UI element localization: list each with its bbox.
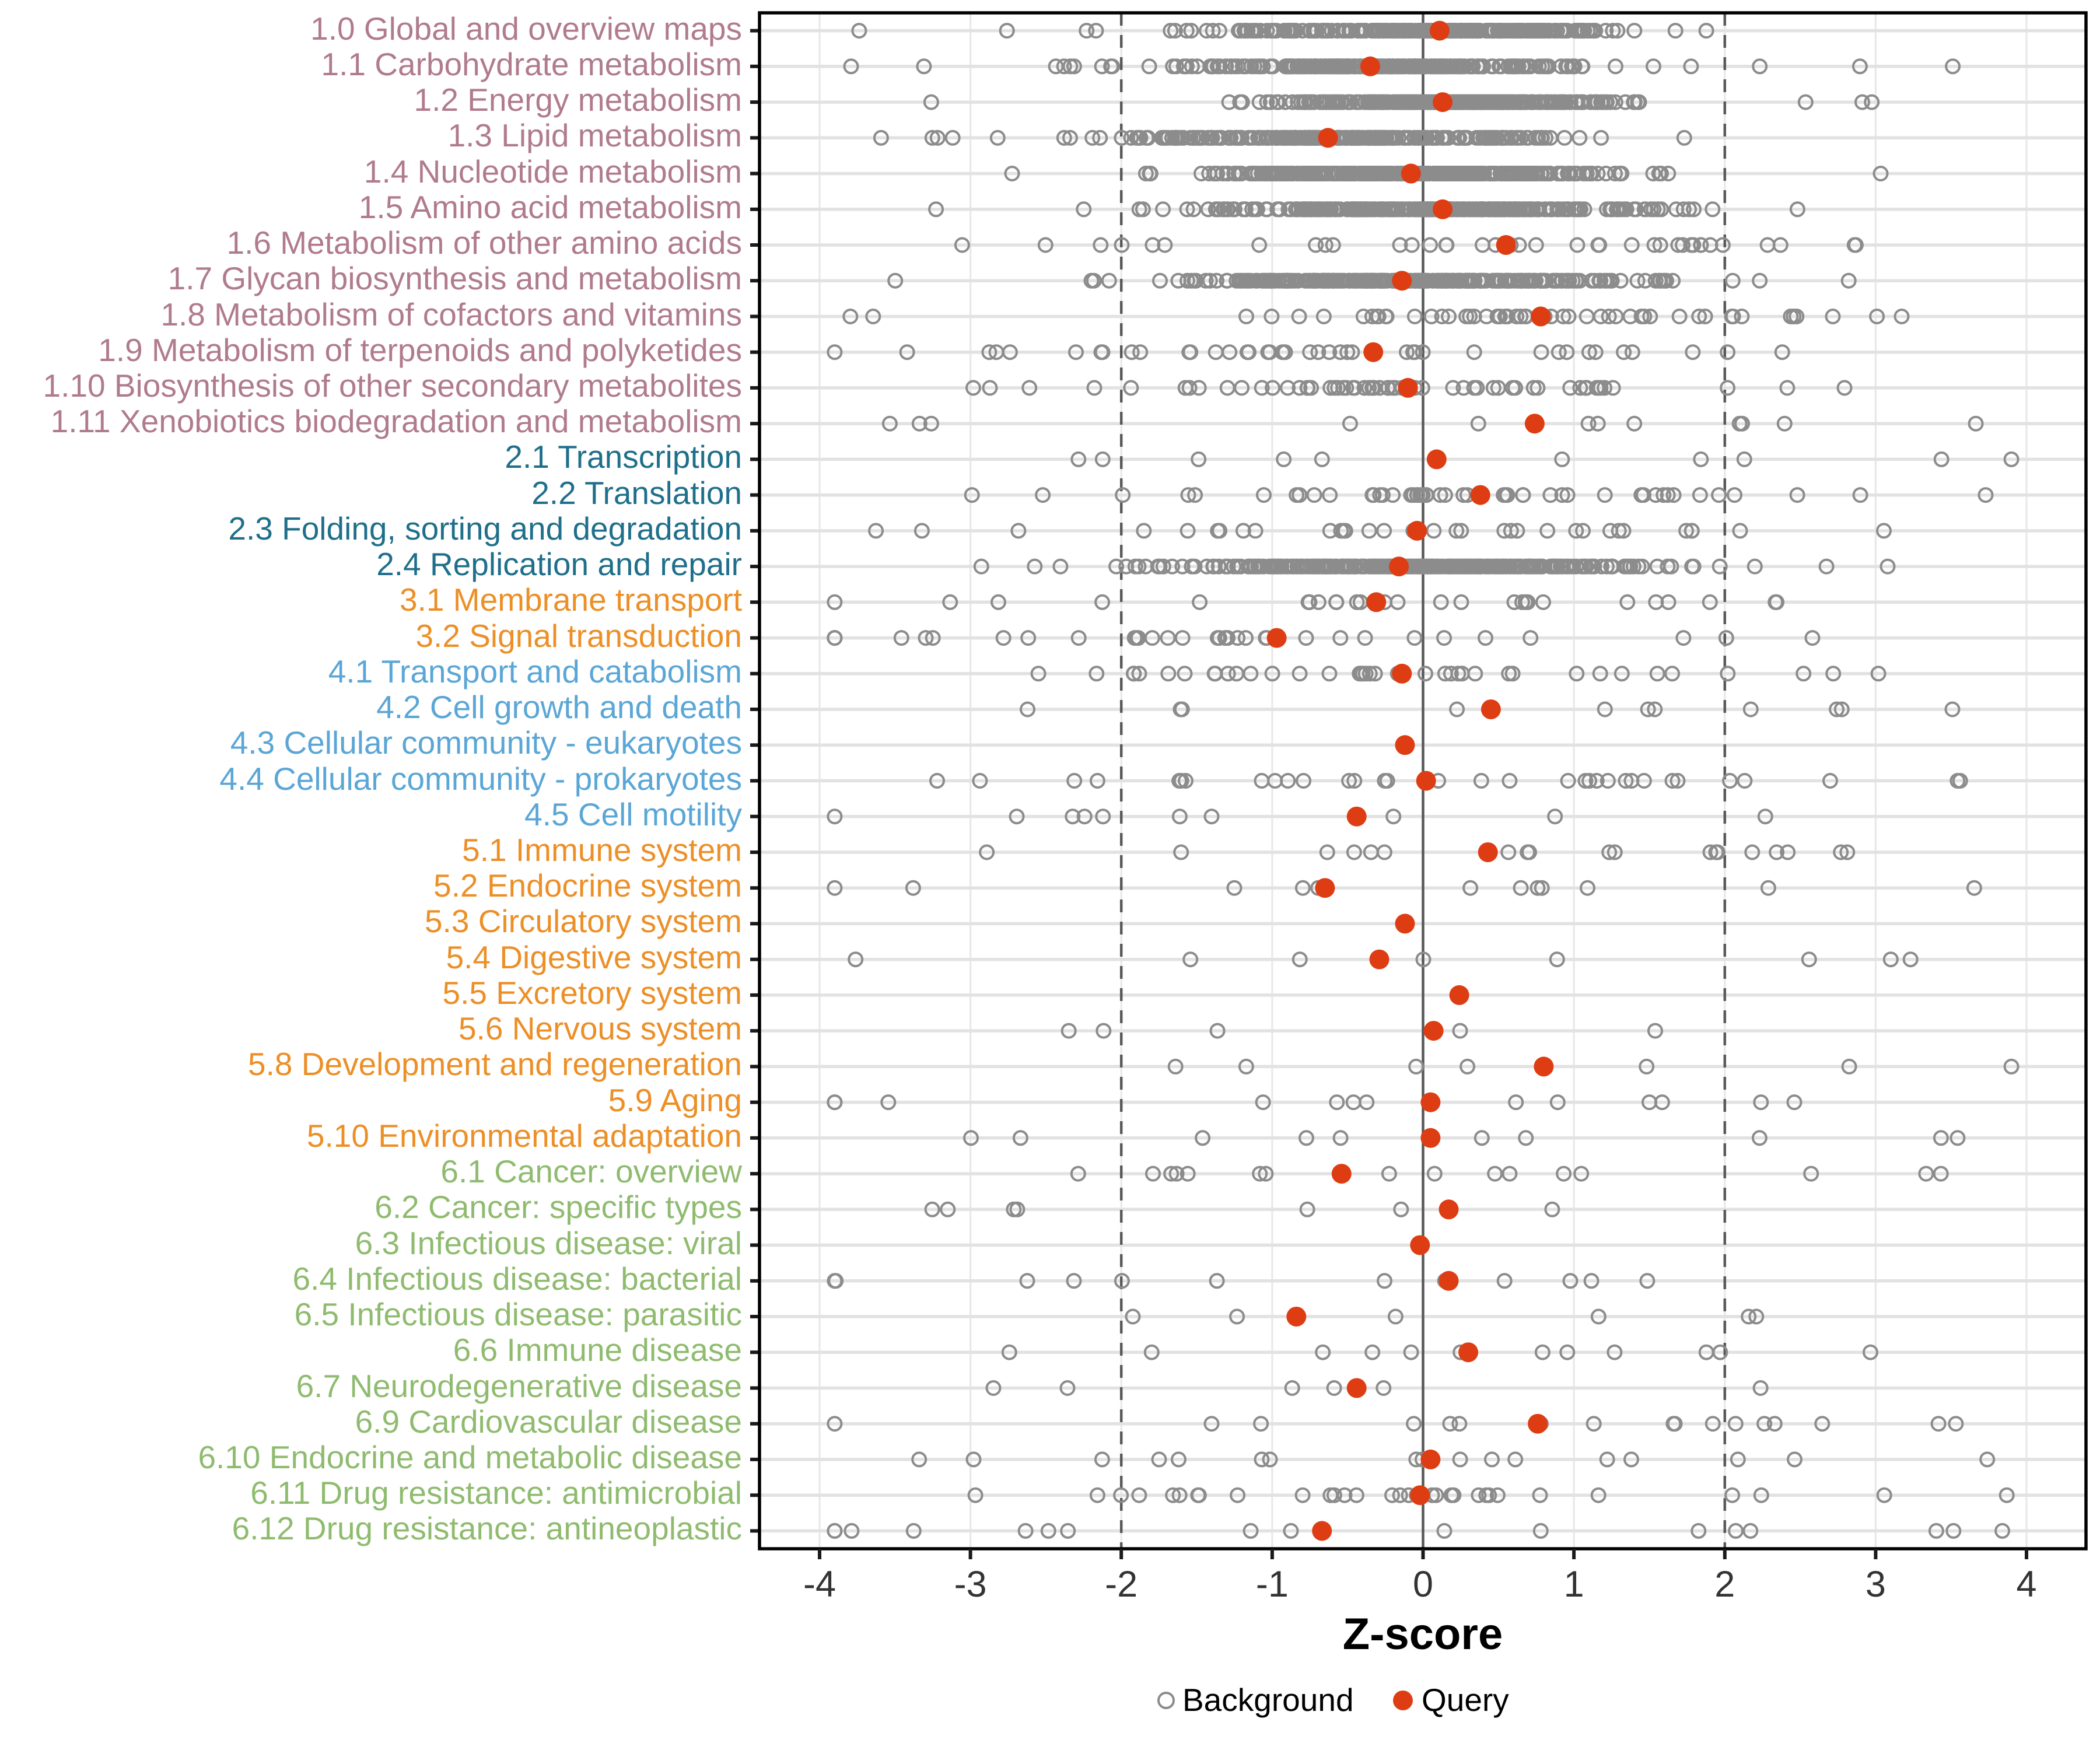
- svg-text:1: 1: [1564, 1564, 1584, 1605]
- svg-text:3: 3: [1866, 1564, 1886, 1605]
- svg-text:-3: -3: [954, 1564, 987, 1605]
- svg-text:-4: -4: [803, 1564, 836, 1605]
- svg-text:Z-score: Z-score: [1343, 1609, 1503, 1659]
- svg-text:2: 2: [1714, 1564, 1735, 1605]
- svg-text:Query: Query: [1422, 1682, 1509, 1718]
- svg-text:Background: Background: [1182, 1682, 1354, 1718]
- svg-text:-2: -2: [1105, 1564, 1138, 1605]
- svg-text:0: 0: [1413, 1564, 1433, 1605]
- svg-text:4: 4: [2016, 1564, 2036, 1605]
- svg-text:-1: -1: [1256, 1564, 1289, 1605]
